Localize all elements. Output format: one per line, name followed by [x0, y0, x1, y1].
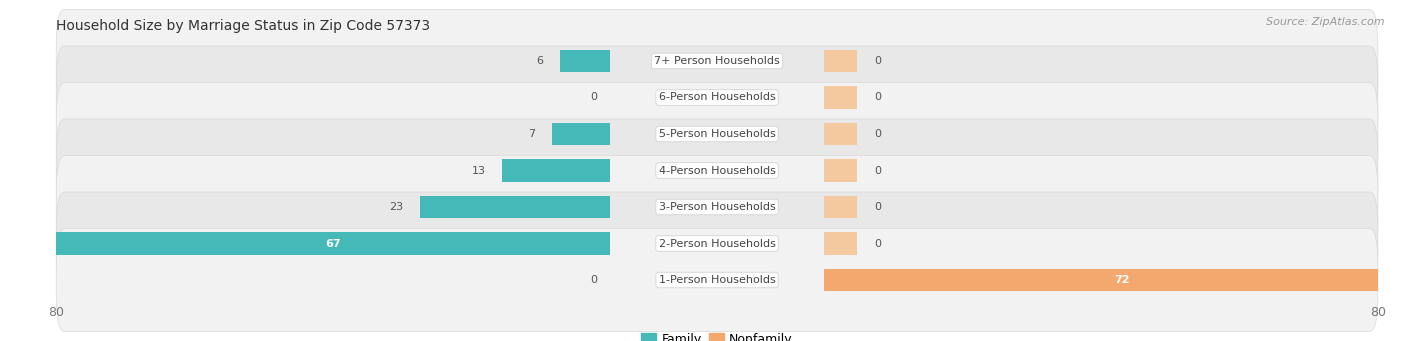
Bar [824, 123, 858, 145]
Text: 13: 13 [472, 165, 486, 176]
Bar [824, 86, 858, 109]
Text: 0: 0 [875, 165, 882, 176]
Bar [419, 196, 610, 218]
Text: 1-Person Households: 1-Person Households [658, 275, 776, 285]
FancyBboxPatch shape [56, 192, 1378, 295]
Text: 0: 0 [875, 202, 882, 212]
Text: 5-Person Households: 5-Person Households [658, 129, 776, 139]
Text: 0: 0 [875, 238, 882, 249]
Text: 2-Person Households: 2-Person Households [658, 238, 776, 249]
Text: 6: 6 [537, 56, 544, 66]
Bar [824, 159, 858, 182]
Text: 3-Person Households: 3-Person Households [658, 202, 776, 212]
Bar [824, 269, 1406, 291]
Text: 0: 0 [875, 56, 882, 66]
FancyBboxPatch shape [56, 155, 1378, 258]
FancyBboxPatch shape [56, 83, 1378, 186]
Text: 0: 0 [591, 92, 598, 103]
Text: 7+ Person Households: 7+ Person Households [654, 56, 780, 66]
Bar [551, 123, 610, 145]
Bar [560, 50, 610, 72]
Bar [824, 269, 1406, 291]
Text: 7: 7 [529, 129, 536, 139]
Legend: Family, Nonfamily: Family, Nonfamily [637, 328, 797, 341]
FancyBboxPatch shape [56, 10, 1378, 113]
Text: 67: 67 [325, 238, 340, 249]
FancyBboxPatch shape [56, 228, 1378, 331]
Text: 6-Person Households: 6-Person Households [658, 92, 776, 103]
Bar [824, 196, 858, 218]
Bar [824, 50, 858, 72]
Text: 4-Person Households: 4-Person Households [658, 165, 776, 176]
Bar [502, 159, 610, 182]
FancyBboxPatch shape [56, 46, 1378, 149]
Bar [824, 232, 858, 255]
Text: 72: 72 [1114, 275, 1129, 285]
Text: 23: 23 [389, 202, 404, 212]
FancyBboxPatch shape [56, 119, 1378, 222]
Text: 0: 0 [875, 129, 882, 139]
Text: 0: 0 [875, 92, 882, 103]
Text: Source: ZipAtlas.com: Source: ZipAtlas.com [1267, 17, 1385, 27]
Text: Household Size by Marriage Status in Zip Code 57373: Household Size by Marriage Status in Zip… [56, 19, 430, 33]
Text: 0: 0 [591, 275, 598, 285]
Bar [56, 232, 610, 255]
